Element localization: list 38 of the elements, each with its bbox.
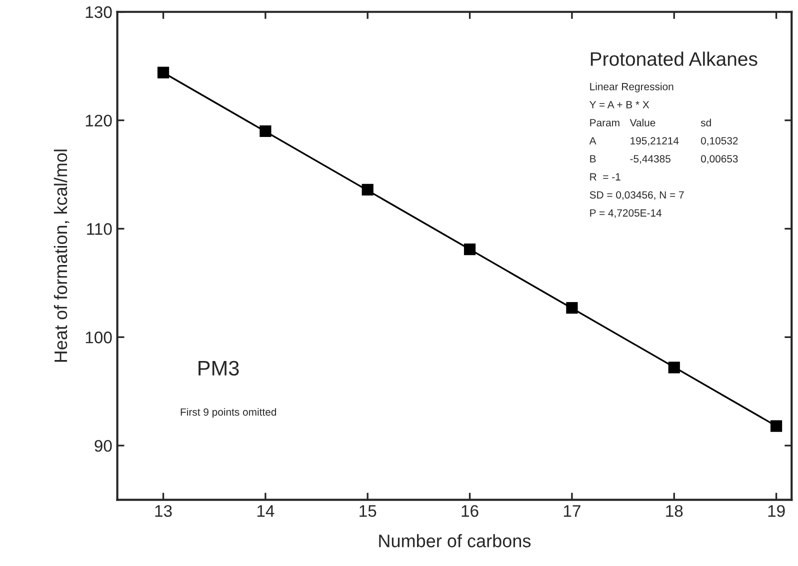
annotation: SD = 0,03456, N = 7 <box>590 191 684 200</box>
annotation: R = -1 <box>590 173 620 180</box>
annotation: B <box>590 155 596 162</box>
x-tick-label: 16 <box>462 505 478 517</box>
y-axis-title: Heat of formation, kcal/mol <box>54 150 70 362</box>
annotation: 0,00653 <box>700 155 738 164</box>
point <box>157 66 170 78</box>
annotation: Value <box>630 118 656 126</box>
x-tick-label: 14 <box>257 505 274 517</box>
annotation: Linear Regression <box>590 82 674 92</box>
y-tick-label: 120 <box>86 114 112 127</box>
x-tick-label: 19 <box>768 505 785 517</box>
x-axis-title: Number of carbons <box>379 534 531 548</box>
annotation: A <box>589 137 596 144</box>
annotation: Protonated Alkanes <box>590 52 758 66</box>
point <box>668 362 680 374</box>
x-tick-label: 13 <box>155 505 172 517</box>
point <box>362 184 374 196</box>
point <box>464 244 476 256</box>
annotation: Y = A + B * X <box>590 101 650 108</box>
annotation: 0,10532 <box>700 137 738 146</box>
point <box>770 420 782 432</box>
annotation: 195,21214 <box>630 137 679 146</box>
annotation: P = 4,7205E-14 <box>590 209 662 218</box>
x-tick-label: 17 <box>564 505 580 517</box>
annotation: Param <box>590 119 620 126</box>
annotation: First 9 points omitted <box>180 408 276 418</box>
annotation: PM3 <box>198 360 239 376</box>
y-tick-label: 100 <box>86 332 112 344</box>
x-tick-label: 15 <box>360 505 376 517</box>
point <box>260 125 272 137</box>
point <box>566 302 578 314</box>
annotation: -5,44385 <box>630 155 670 164</box>
y-tick-label: 90 <box>94 440 112 452</box>
y-tick-label: 110 <box>87 223 112 235</box>
annotation: sd <box>700 118 711 126</box>
y-tick-label: 130 <box>86 6 112 18</box>
x-tick-label: 18 <box>666 505 683 517</box>
